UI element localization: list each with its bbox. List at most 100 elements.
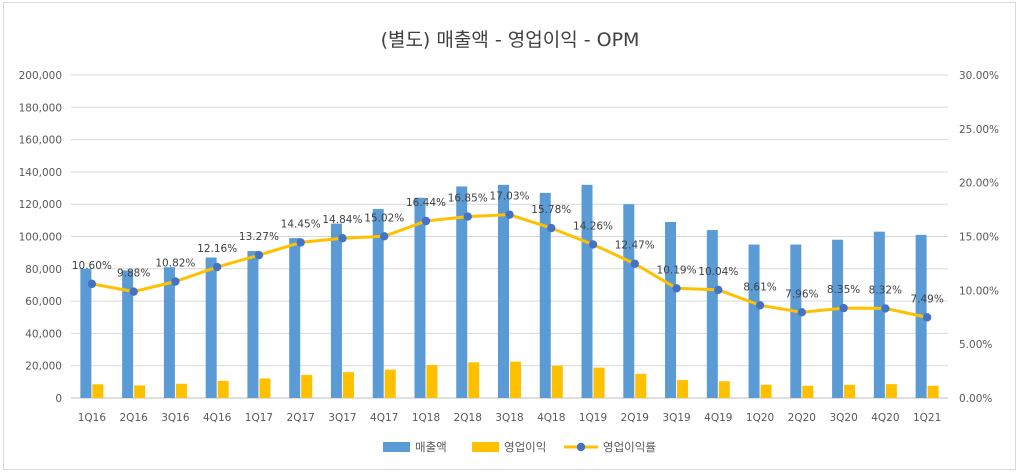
chart-canvas: (별도) 매출액 - 영업이익 - OPM 10.60%9.88%10.82%1…: [19, 29, 999, 454]
sales-bar: [122, 270, 134, 398]
operating-profit-bar: [92, 384, 104, 398]
x-axis-tick-label: 3Q16: [161, 412, 190, 424]
opm-marker: [797, 308, 807, 317]
operating-profit-bar: [551, 365, 563, 398]
left-axis-tick-label: 20,000: [25, 361, 62, 373]
right-axis-tick-label: 20.00%: [959, 178, 999, 190]
opm-marker: [380, 232, 389, 241]
left-axis-tick-label: 120,000: [19, 199, 62, 211]
opm-data-label: 16.85%: [448, 193, 488, 205]
sales-bar: [163, 267, 175, 398]
chart-frame: (별도) 매출액 - 영업이익 - OPM 10.60% 9.88% 10.82% 1…: [3, 2, 1016, 470]
sales-bar: [330, 223, 342, 398]
legend-swatch-operating-profit: [472, 442, 499, 452]
opm-markers: [87, 210, 932, 322]
operating-profit-bar: [760, 384, 772, 398]
operating-profit-bar: [635, 373, 647, 398]
opm-data-label: 13.27%: [239, 231, 279, 243]
opm-marker: [87, 279, 97, 289]
operating-profit-bar: [342, 372, 354, 398]
opm-data-label: 15.02%: [364, 212, 404, 224]
x-axis-tick-label: 4Q18: [537, 412, 565, 424]
sales-bar: [247, 251, 259, 398]
opm-marker: [338, 234, 347, 243]
left-axis-tick-label: 160,000: [19, 135, 62, 147]
opm-marker: [588, 240, 598, 249]
opm-marker: [421, 216, 431, 226]
opm-marker: [212, 262, 222, 272]
left-axis-tick-label: 80,000: [25, 264, 62, 276]
opm-data-label: 16.44%: [406, 197, 446, 209]
left-axis-tick-label: 180,000: [19, 102, 62, 114]
opm-data-label: 7.96%: [785, 288, 818, 300]
legend: 매출액 영업이익 영업이익률: [383, 440, 656, 454]
opm-data-label: 10.60%: [72, 260, 112, 272]
opm-data-label: 14.84%: [322, 214, 362, 226]
x-axis-tick-label: 3Q20: [829, 412, 857, 424]
opm-marker: [839, 303, 848, 313]
right-axis-tick-label: 5.00%: [959, 339, 992, 351]
opm-marker: [129, 287, 138, 296]
opm-marker: [922, 313, 932, 322]
opm-data-label: 8.35%: [827, 284, 860, 296]
operating-profit-bar: [677, 380, 689, 398]
operating-profit-bar: [468, 362, 480, 398]
sales-bar: [623, 204, 635, 398]
operating-profit-bar: [844, 384, 856, 398]
operating-profit-bar: [384, 369, 396, 398]
opm-marker: [463, 212, 472, 221]
operating-profit-bar: [175, 383, 187, 398]
x-axis-tick-label: 1Q18: [412, 412, 440, 424]
opm-data-label: 9.88%: [117, 268, 150, 280]
operating-profit-bar: [593, 367, 605, 398]
opm-marker: [755, 301, 765, 310]
sales-bar: [289, 238, 301, 398]
x-axis-tick-label: 1Q16: [78, 412, 107, 424]
operating-profit-bar: [426, 365, 438, 398]
sales-bar: [372, 209, 384, 398]
x-axis-tick-label: 1Q19: [579, 412, 607, 424]
gridlines: [71, 74, 948, 399]
x-axis-tick-label: 1Q20: [746, 412, 774, 424]
right-axis-tick-label: 25.00%: [959, 124, 999, 136]
right-axis-tick-label: 30.00%: [959, 70, 999, 82]
x-axis-tick-label: 4Q16: [203, 412, 232, 424]
x-axis-tick-label: 3Q18: [495, 412, 523, 424]
x-axis-tick-label: 3Q19: [662, 412, 690, 424]
sales-bar: [581, 184, 593, 398]
left-axis-tick-label: 40,000: [25, 328, 62, 340]
right-axis-tick-label: 0.00%: [959, 393, 992, 405]
right-axis-tick-label: 10.00%: [959, 285, 999, 297]
opm-data-label: 10.04%: [698, 266, 738, 278]
sales-bar: [498, 184, 509, 398]
x-axis-tick-label: 4Q19: [704, 412, 732, 424]
legend-label-opm: 영업이익률: [603, 440, 656, 454]
opm-marker: [672, 284, 681, 293]
x-axis-tick-label: 4Q20: [871, 412, 899, 424]
x-axis-tick-label: 2Q16: [119, 412, 148, 424]
operating-profit-bar: [217, 380, 229, 398]
x-axis-tick-label: 4Q17: [370, 412, 398, 424]
left-axis-ticks: 0 20,000 40,000 60,000 80,000 100,000 120,000 1…: [19, 70, 62, 405]
opm-marker: [171, 277, 180, 286]
opm-data-label: 14.26%: [573, 220, 613, 232]
operating-profit-bars: [92, 361, 939, 398]
x-axis-ticks: 1Q16 2Q16 3Q16 4Q16 1Q17 2Q17 3Q17 4Q17 1Q18 2Q18…: [78, 412, 942, 424]
opm-data-label: 10.82%: [155, 258, 195, 270]
x-axis-tick-label: 2Q20: [788, 412, 816, 424]
legend-swatch-sales: [383, 442, 410, 452]
opm-data-label: 15.78%: [531, 204, 571, 216]
opm-data-label: 12.16%: [197, 243, 237, 255]
x-axis-tick-label: 2Q18: [454, 412, 482, 424]
sales-bars: [80, 184, 927, 398]
right-axis-tick-label: 15.00%: [959, 232, 999, 244]
opm-data-label: 12.47%: [615, 240, 655, 252]
legend-label-operating-profit: 영업이익: [504, 440, 546, 454]
operating-profit-bar: [927, 385, 939, 398]
operating-profit-bar: [301, 374, 313, 398]
opm-marker: [547, 223, 556, 233]
left-axis-tick-label: 0: [55, 393, 62, 405]
opm-data-label: 10.19%: [657, 264, 697, 276]
right-axis-ticks: 0.00% 5.00% 10.00% 15.00% 20.00% 25.00% 30.00%: [959, 70, 999, 405]
opm-marker: [630, 259, 639, 268]
